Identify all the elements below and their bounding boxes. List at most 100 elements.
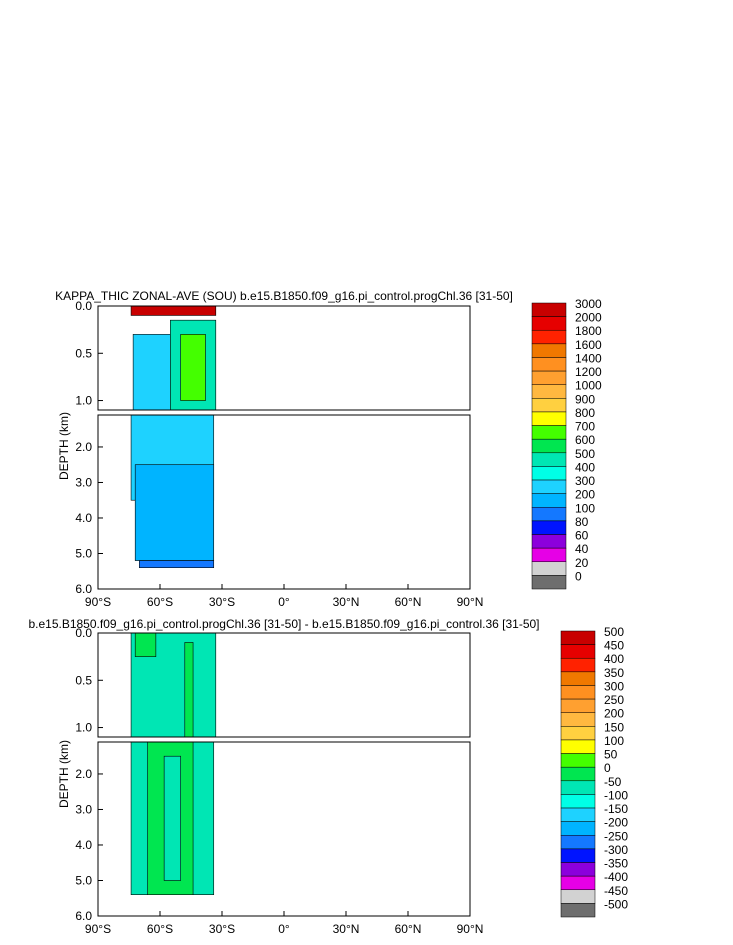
y-tick-label: 4.0 [75,511,92,525]
y-tick-label: 0.5 [75,673,92,687]
upper-section-frame [97,305,471,411]
colorbar-swatch [560,630,596,645]
colorbar-swatch [531,534,567,549]
colorbar-label: -100 [604,788,628,802]
x-tick-label: 30°N [333,595,360,609]
colorbar-label: 3000 [575,297,602,311]
colorbar-label: 80 [575,515,589,529]
x-tick-label: 90°N [457,922,484,936]
colorbar-label: -300 [604,843,628,857]
colorbar-swatch [560,821,596,836]
colorbar-swatch [560,875,596,891]
colorbar-swatch [531,575,567,590]
x-tick-label: 60°S [147,922,173,936]
colorbar-swatch [531,493,567,508]
contour-region [134,464,215,561]
y-tick-label: 3.0 [75,802,92,816]
colorbar: 3000200018001600140012001000900800700600… [531,297,602,590]
colorbar-swatch [560,794,596,809]
y-tick-label: 6.0 [75,582,92,596]
colorbar-swatch [531,316,567,331]
colorbar-swatch [531,479,567,494]
colorbar-label: 150 [604,720,624,734]
colorbar-label: -400 [604,870,628,884]
colorbar-swatch [560,862,596,877]
colorbar-label: 400 [604,652,624,666]
y-tick-label: 1.0 [75,721,92,735]
contour-region [180,334,206,401]
colorbar-label: 2000 [575,311,602,325]
contour-region [139,560,215,568]
y-tick-label: 2.0 [75,767,92,781]
y-axis-label: DEPTH (km) [57,412,71,480]
colorbar-swatch [531,547,567,563]
x-tick-label: 90°S [85,595,111,609]
colorbar-swatch [560,753,596,768]
colorbar-swatch [560,657,596,673]
colorbar-swatch [531,507,567,522]
colorbar-label: 20 [575,556,589,570]
y-tick-label: 3.0 [75,475,92,489]
lower-plot: b.e15.B1850.f09_g16.pi_control.progChl.3… [28,617,628,936]
colorbar-swatch [531,384,567,399]
axis-ticks: 90°S 60°S 30°S 0° 30°N 60°N 90°N 0.0 0.5 1.0 2.0 3.… [75,299,483,609]
colorbar-swatch [531,561,567,576]
y-tick-label: 5.0 [75,873,92,887]
colorbar-swatch [560,835,596,850]
y-tick-label: 0.5 [75,346,92,360]
colorbar-swatch [531,370,567,385]
x-tick-label: 0° [278,595,290,609]
colorbar-label: 500 [604,625,624,639]
axis-ticks: 90°S 60°S 30°S 0° 30°N 60°N 90°N 0.0 0.5 1.0 2.0 3.… [75,626,483,936]
colorbar-label: 40 [575,542,589,556]
colorbar-label: 50 [604,748,618,762]
colorbar-label: 300 [604,679,624,693]
y-tick-label: 5.0 [75,546,92,560]
colorbar-label: 100 [604,734,624,748]
colorbar-swatch [531,411,567,426]
x-tick-label: 30°S [209,922,235,936]
y-tick-label: 4.0 [75,838,92,852]
colorbar-swatch [531,452,567,467]
colorbar-swatch [560,889,596,904]
y-tick-label: 0.0 [75,299,92,313]
colorbar-label: 100 [575,501,595,515]
colorbar-swatch [560,780,596,795]
colorbar-label: 1400 [575,351,602,365]
colorbar-label: 250 [604,693,624,707]
colorbar-label: 450 [604,639,624,653]
colorbar-swatch [560,766,596,782]
colorbar-swatch [531,357,567,372]
colorbar-swatch [560,644,596,659]
x-tick-label: 0° [278,922,290,936]
y-tick-label: 1.0 [75,394,92,408]
colorbar-swatch [531,466,567,481]
colorbar-swatch [560,671,596,686]
colorbar-swatch [531,438,567,454]
contour-fill-group [130,305,217,568]
colorbar-label: 1200 [575,365,602,379]
x-tick-label: 90°N [457,595,484,609]
colorbar-swatch [560,807,596,822]
colorbar-label: 1000 [575,379,602,393]
colorbar-swatch [531,398,567,413]
colorbar-label: -250 [604,829,628,843]
colorbar-label: 200 [575,488,595,502]
colorbar-label: -350 [604,857,628,871]
colorbar-label: -450 [604,884,628,898]
contour-region [184,642,194,738]
colorbar-label: 300 [575,474,595,488]
x-tick-label: 30°N [333,922,360,936]
colorbar-swatch [560,848,596,863]
colorbar-swatch [531,425,567,440]
colorbar-label: 600 [575,433,595,447]
x-tick-label: 60°S [147,595,173,609]
y-tick-label: 0.0 [75,626,92,640]
colorbar-label: 60 [575,529,589,543]
colorbar: 500450400350300250200150100500-50-100-15… [560,625,628,918]
colorbar-label: 400 [575,460,595,474]
colorbar-swatch [560,726,596,741]
colorbar-swatch [560,698,596,713]
colorbar-label: 200 [604,707,624,721]
